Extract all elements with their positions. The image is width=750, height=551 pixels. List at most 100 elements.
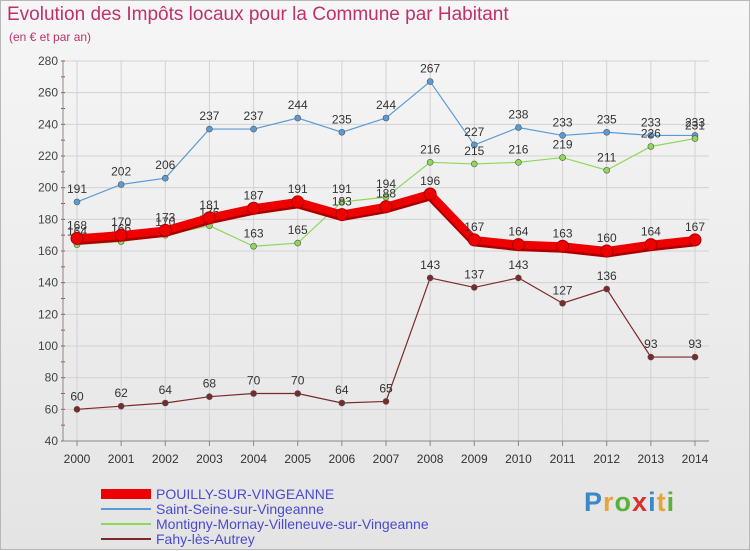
data-point <box>247 201 261 215</box>
data-label: 227 <box>464 125 484 139</box>
data-label: 65 <box>379 381 393 395</box>
data-label: 267 <box>420 62 440 76</box>
data-label: 216 <box>420 142 440 156</box>
x-tick-labels: 2000 2001 2002 2003 2004 2005 2006 2007 2008 2009… <box>64 452 709 466</box>
data-point <box>691 353 699 361</box>
data-point <box>559 154 566 161</box>
data-label: 167 <box>464 220 484 234</box>
data-label: 191 <box>332 182 352 196</box>
data-label: 244 <box>288 98 308 112</box>
y-tick-label: 280 <box>38 54 58 68</box>
data-label: 70 <box>247 374 261 388</box>
x-tick-label: 2000 <box>64 452 91 466</box>
data-label: 235 <box>332 112 352 126</box>
data-point <box>161 399 169 407</box>
data-label: 237 <box>199 109 219 123</box>
data-point <box>515 124 522 131</box>
data-point <box>338 128 346 136</box>
data-label: 93 <box>688 337 702 351</box>
data-point <box>467 233 481 247</box>
data-point <box>688 233 702 247</box>
x-tick-label: 2001 <box>108 452 135 466</box>
data-point <box>206 125 213 133</box>
y-tick-label: 180 <box>38 212 58 226</box>
data-label: 194 <box>376 177 396 191</box>
data-point <box>294 390 302 397</box>
y-tick-labels: 40 60 80 100 120 140 160 180 200 220 240 260 280 <box>38 54 58 448</box>
series-Fahy-lès-Autrey: 60 62 64 68 70 70 64 65 143 137 143 127 136 93 93 <box>70 258 702 413</box>
data-label: 216 <box>508 142 528 156</box>
legend-item: Fahy-lès-Autrey <box>101 531 255 547</box>
y-tick-label: 120 <box>38 307 58 321</box>
data-label: 191 <box>67 182 87 196</box>
chart-subtitle: (en € et par an) <box>9 30 92 44</box>
x-tick-label: 2004 <box>240 452 267 466</box>
x-tick-label: 2010 <box>505 452 532 466</box>
data-label: 64 <box>159 383 173 397</box>
data-point <box>73 198 81 206</box>
data-label: 233 <box>641 115 661 129</box>
data-point <box>250 125 257 133</box>
data-label: 233 <box>685 115 705 129</box>
data-label: 136 <box>597 269 617 283</box>
data-label: 143 <box>508 258 528 272</box>
data-label: 93 <box>644 337 658 351</box>
data-label: 196 <box>420 174 440 188</box>
data-label: 187 <box>244 188 264 202</box>
data-label: 164 <box>641 225 661 239</box>
data-label: 127 <box>553 283 573 297</box>
data-label: 226 <box>641 127 661 141</box>
data-label: 64 <box>335 383 349 397</box>
data-point <box>515 159 522 166</box>
data-label: 231 <box>685 119 705 133</box>
data-point <box>426 274 434 282</box>
x-tick-label: 2003 <box>196 452 223 466</box>
y-tick-label: 160 <box>38 244 58 258</box>
x-tick-label: 2005 <box>284 452 311 466</box>
data-point <box>114 228 128 242</box>
data-point <box>470 284 478 291</box>
x-tick-label: 2007 <box>373 452 400 466</box>
data-point <box>691 135 699 142</box>
data-point <box>382 114 390 122</box>
series-Montigny-Mornay-Villeneuve-sur-Vingeanne: 1641661701761631651911942162152162192112… <box>67 119 705 250</box>
legend-item: POUILLY-SUR-VINGEANNE <box>101 486 334 502</box>
data-point <box>294 239 302 247</box>
data-point <box>250 242 257 250</box>
y-tick-label: 240 <box>38 117 58 131</box>
legend-item: Montigny-Mornay-Villeneuve-sur-Vingeanne <box>101 516 429 532</box>
data-label: 160 <box>597 231 617 245</box>
data-point <box>647 353 655 361</box>
y-tick-label: 140 <box>38 276 58 290</box>
series-Saint-Seine-sur-Vingeanne: 191 202 206 237 237 244 235 244 267 227 238 233 235 2… <box>67 62 705 206</box>
x-tick-label: 2009 <box>461 452 488 466</box>
data-label: 191 <box>288 182 308 196</box>
legend-label: Fahy-lès-Autrey <box>156 531 255 547</box>
data-label: 237 <box>244 109 264 123</box>
legend-swatch <box>101 489 151 499</box>
y-tick-label: 60 <box>45 402 59 416</box>
data-point <box>426 159 434 166</box>
x-tick-label: 2006 <box>329 452 356 466</box>
chart-title: Evolution des Impôts locaux pour la Comm… <box>7 4 509 25</box>
data-point <box>335 208 349 222</box>
data-point <box>647 143 655 150</box>
data-label: 163 <box>553 226 573 240</box>
data-point <box>250 390 257 397</box>
x-tick-label: 2002 <box>152 452 179 466</box>
data-point <box>426 78 434 85</box>
data-label: 143 <box>420 258 440 272</box>
data-label: 168 <box>67 218 87 232</box>
data-label: 163 <box>244 226 264 240</box>
legend-label: Montigny-Mornay-Villeneuve-sur-Vingeanne <box>156 516 429 532</box>
data-point <box>158 223 172 237</box>
data-point <box>73 406 81 413</box>
data-label: 60 <box>70 389 84 403</box>
data-label: 215 <box>464 144 484 158</box>
data-label: 211 <box>597 150 616 164</box>
data-point <box>511 238 525 252</box>
data-label: 164 <box>508 225 528 239</box>
x-tick-label: 2013 <box>638 452 665 466</box>
